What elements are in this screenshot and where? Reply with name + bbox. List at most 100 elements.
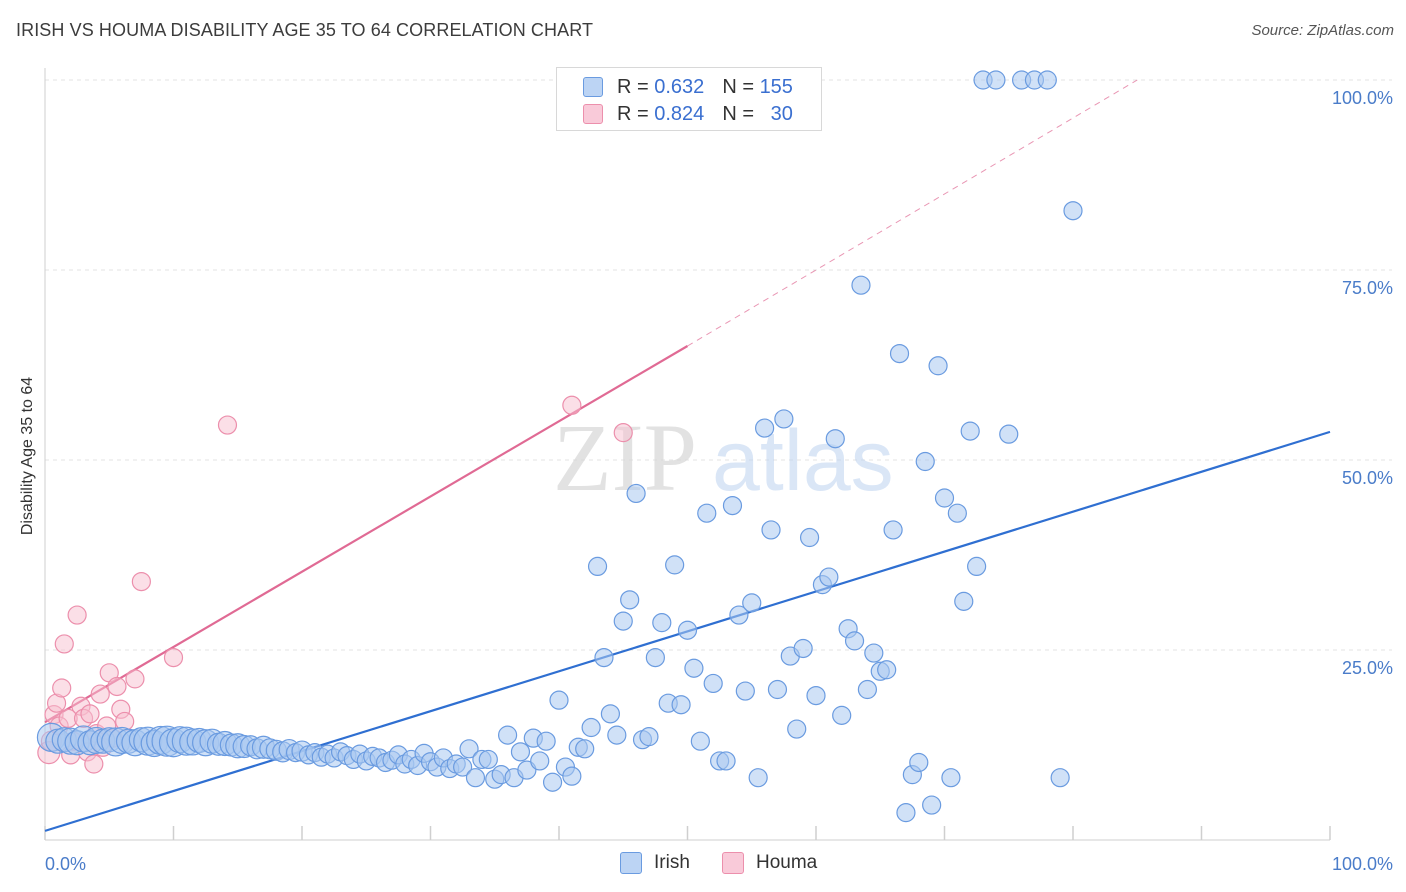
irish-point-142 (954, 591, 974, 611)
irish-point-83 (575, 739, 595, 759)
irish-point-71 (498, 725, 518, 745)
houma-point-15 (84, 754, 104, 774)
irish-point-130 (877, 660, 897, 680)
irish-point-88 (607, 725, 627, 745)
x-tick-label-1: 100.0% (1332, 854, 1393, 874)
houma-point-25 (125, 669, 145, 689)
irish-point-137 (922, 795, 942, 815)
houma-point-6 (54, 634, 74, 654)
irish-point-128 (864, 643, 884, 663)
houma-point-17 (90, 684, 110, 704)
irish-point-89 (613, 611, 633, 631)
irish-point-141 (947, 503, 967, 523)
irish-point-65 (459, 739, 479, 759)
irish-points (36, 70, 1083, 823)
irish-point-100 (684, 658, 704, 678)
irish-point-125 (844, 631, 865, 651)
bottom-legend-irish: Irish (620, 852, 690, 874)
irish-point-81 (562, 766, 582, 786)
y-tick-label-1: 50.0% (1342, 468, 1393, 488)
irish-point-101 (690, 731, 710, 751)
irish-point-109 (742, 593, 762, 613)
axes (44, 68, 1331, 841)
irish-n-value: 155 (759, 75, 793, 98)
houma-n-value: 30 (770, 102, 793, 125)
watermark-atlas: atlas (712, 413, 894, 509)
houma-swatch (583, 104, 603, 124)
irish-point-107 (729, 605, 749, 625)
irish-point-85 (587, 556, 608, 577)
irish-point-121 (819, 567, 839, 587)
irish-r-value: 0.632 (654, 75, 705, 98)
irish-point-93 (639, 727, 659, 747)
x-tick-label-0: 0.0% (45, 854, 86, 874)
tick-labels: 25.0% 50.0% 75.0% 100.0% 0.0% 100.0% (45, 88, 1393, 874)
irish-point-66 (465, 768, 486, 788)
irish-r-label: R = (617, 75, 649, 98)
irish-point-144 (967, 556, 987, 577)
irish-point-86 (594, 647, 614, 668)
irish-swatch (583, 77, 603, 97)
irish-point-143 (960, 421, 980, 441)
houma-point-10 (67, 605, 87, 625)
irish-point-105 (716, 751, 736, 771)
irish-point-123 (832, 705, 852, 725)
bottom-houma-swatch (722, 852, 744, 874)
irish-point-117 (793, 638, 813, 659)
houma-point-30 (613, 423, 633, 443)
houma-point-29 (562, 395, 582, 415)
irish-n-label: N = (722, 75, 754, 98)
irish-point-73 (510, 742, 531, 762)
irish-point-98 (671, 695, 691, 715)
irish-point-151 (1050, 768, 1070, 788)
irish-point-126 (851, 275, 871, 295)
bottom-houma-label: Houma (756, 852, 818, 873)
irish-point-116 (787, 719, 807, 739)
houma-point-22 (107, 676, 127, 697)
irish-point-95 (652, 613, 672, 633)
irish-point-152 (1063, 201, 1083, 221)
irish-point-110 (748, 768, 768, 788)
irish-point-97 (665, 555, 685, 575)
irish-point-114 (774, 409, 794, 429)
houma-point-14 (80, 704, 100, 724)
houma-point-27 (163, 647, 184, 668)
irish-point-68 (478, 749, 498, 770)
irish-point-77 (536, 731, 556, 751)
irish-point-78 (542, 772, 563, 792)
irish-point-131 (883, 520, 903, 540)
irish-point-147 (999, 424, 1019, 444)
legend-row-irish: R = 0.632 N = 155 (583, 74, 793, 100)
source-label: Source: ZipAtlas.com (1251, 22, 1394, 39)
irish-point-91 (626, 483, 646, 504)
irish-point-138 (928, 356, 948, 376)
y-tick-label-3: 100.0% (1332, 88, 1393, 108)
irish-point-127 (857, 679, 878, 700)
bottom-legend-houma: Houma (722, 852, 817, 874)
bottom-legend: Irish Houma (0, 852, 1406, 876)
irish-point-111 (754, 418, 775, 438)
grid-lines (45, 79, 1392, 651)
bottom-irish-label: Irish (654, 852, 690, 873)
irish-point-122 (825, 429, 845, 449)
irish-point-136 (915, 451, 935, 472)
irish-point-90 (620, 590, 640, 610)
irish-point-64 (453, 757, 473, 777)
irish-point-133 (896, 803, 916, 823)
irish-point-132 (889, 344, 910, 364)
houma-trend-line (44, 345, 689, 724)
houma-r-value: 0.824 (654, 102, 705, 125)
irish-point-119 (806, 685, 826, 706)
y-tick-label-0: 25.0% (1342, 658, 1393, 678)
irish-point-102 (697, 503, 717, 523)
bottom-irish-swatch (620, 852, 642, 874)
houma-point-5 (52, 678, 72, 698)
y-tick-label-2: 75.0% (1342, 278, 1393, 298)
irish-point-135 (909, 752, 929, 773)
chart-title: IRISH VS HOUMA DISABILITY AGE 35 TO 64 C… (16, 20, 594, 40)
irish-point-84 (581, 717, 601, 738)
irish-point-106 (722, 496, 743, 516)
irish-point-103 (703, 673, 723, 694)
irish-point-146 (986, 70, 1006, 90)
